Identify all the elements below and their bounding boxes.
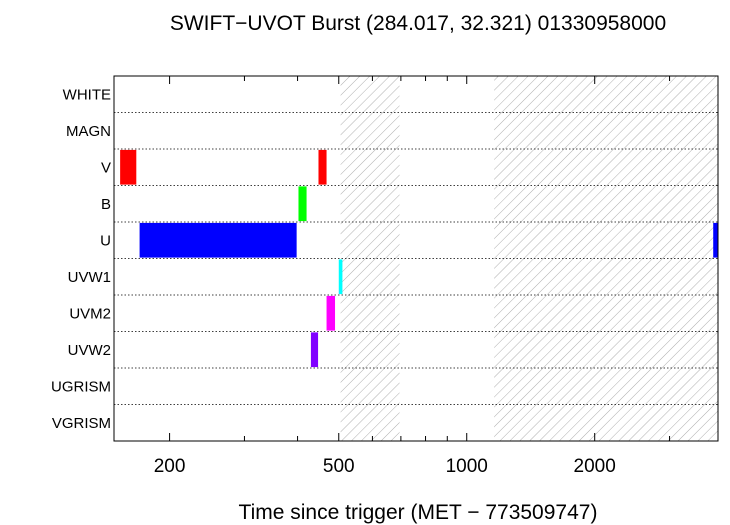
plot-area: WHITE MAGN V B U UVW1 UVM2 UVW2 UGRISM VGRISM 200 5… (51, 76, 718, 477)
filter-label-uvw1: UVW1 (68, 269, 111, 286)
exposure-bar-u (713, 222, 718, 258)
x-tick-label: 2000 (574, 456, 616, 477)
exposure-bar-v (120, 149, 137, 185)
filter-label-ugrism: UGRISM (51, 378, 111, 395)
plot-frame (113, 75, 719, 442)
x-tick-label: 200 (154, 456, 186, 477)
filter-label-uvm2: UVM2 (69, 305, 111, 322)
exposure-bar-u (139, 222, 297, 258)
x-tick-label: 500 (323, 456, 355, 477)
filter-label-magn: MAGN (66, 123, 111, 140)
x-tick-label: 1000 (446, 456, 488, 477)
exposure-bar-uvw2 (310, 332, 319, 368)
filter-label-b: B (101, 196, 111, 213)
filter-label-v: V (101, 159, 111, 176)
filter-label-u: U (100, 232, 111, 249)
x-axis-label: Time since trigger (MET − 773509747) (239, 501, 598, 524)
exposure-bar-v (318, 149, 327, 185)
chart-title: SWIFT−UVOT Burst (284.017, 32.321) 01330… (170, 12, 666, 35)
filter-label-vgrism: VGRISM (52, 415, 111, 432)
exposure-bar-uvw1 (338, 259, 343, 295)
exposure-bar-uvm2 (326, 295, 336, 331)
exposure-bar-b (298, 186, 307, 222)
filter-label-uvw2: UVW2 (68, 342, 111, 359)
filter-label-white: WHITE (63, 86, 111, 103)
